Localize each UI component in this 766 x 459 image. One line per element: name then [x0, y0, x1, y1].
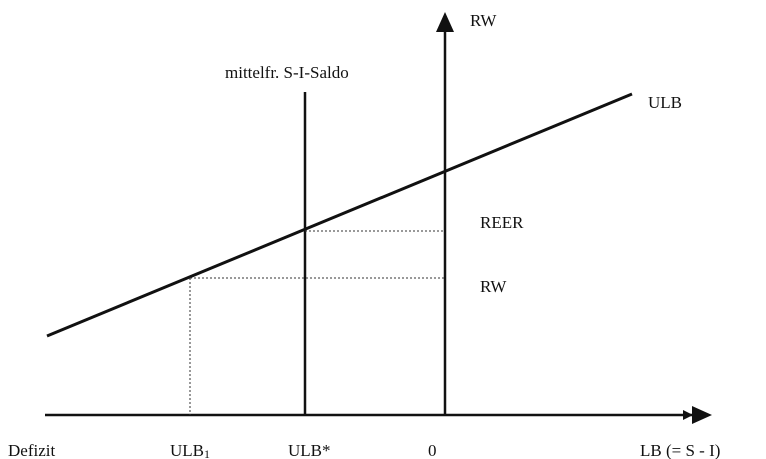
y-arrow	[436, 12, 454, 32]
ulb-star-label: ULB*	[288, 441, 331, 459]
curve-label: ULB	[648, 93, 682, 112]
ulb1-subscript: 1	[204, 447, 210, 459]
rw-label: RW	[480, 277, 507, 296]
x-left-label: Defizit	[8, 441, 55, 459]
y-axis-label: RW	[470, 11, 497, 30]
zero-label: 0	[428, 441, 437, 459]
ulb1-text: ULB	[170, 441, 204, 459]
x-arrow	[692, 406, 712, 424]
ulb-line	[46, 92, 633, 338]
guides	[189, 230, 445, 415]
reer-label: REER	[480, 213, 524, 232]
x-axis-label: LB (= S - I)	[640, 441, 720, 459]
ulb1-label: ULB1	[170, 441, 210, 459]
vertical-line-label: mittelfr. S-I-Saldo	[225, 63, 349, 82]
